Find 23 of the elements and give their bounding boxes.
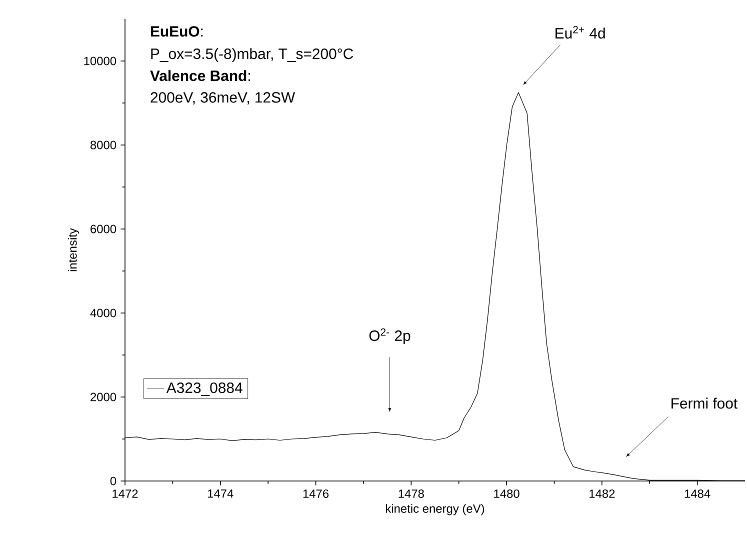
x-tick-label: 1484	[684, 489, 710, 498]
annotation: EuEuO:	[150, 26, 203, 37]
y-tick-label: 0	[110, 476, 116, 486]
y-axis-title: intensity	[68, 228, 80, 272]
x-tick-label: 1480	[494, 489, 520, 498]
annotation: 200eV, 36meV, 12SW	[150, 92, 296, 104]
annotation: Valence Band:	[150, 70, 250, 82]
y-tick-label: 4000	[90, 308, 116, 318]
annotation: Eu$^{2+}$ 4d	[556, 26, 605, 39]
annotation: Fermi foot	[672, 398, 738, 409]
y-tick-label: 6000	[90, 224, 116, 234]
x-axis-title: kinetic energy (eV)	[386, 504, 484, 516]
y-tick-label: 2000	[90, 392, 116, 402]
y-tick-label: 8000	[90, 140, 116, 150]
y-tick-label: 10000	[84, 56, 116, 66]
annotation: O$^{2-}$ 2p	[369, 328, 410, 344]
x-tick-label: 1472	[112, 489, 138, 498]
annotation: P_ox=3.5(-8)mbar, T_s=200°C	[151, 48, 354, 62]
x-tick-label: 1474	[208, 489, 234, 498]
x-tick-label: 1476	[303, 489, 329, 498]
text: A323_0884	[166, 382, 242, 396]
x-tick-label: 1482	[590, 489, 615, 498]
x-tick-label: 1478	[398, 489, 424, 498]
